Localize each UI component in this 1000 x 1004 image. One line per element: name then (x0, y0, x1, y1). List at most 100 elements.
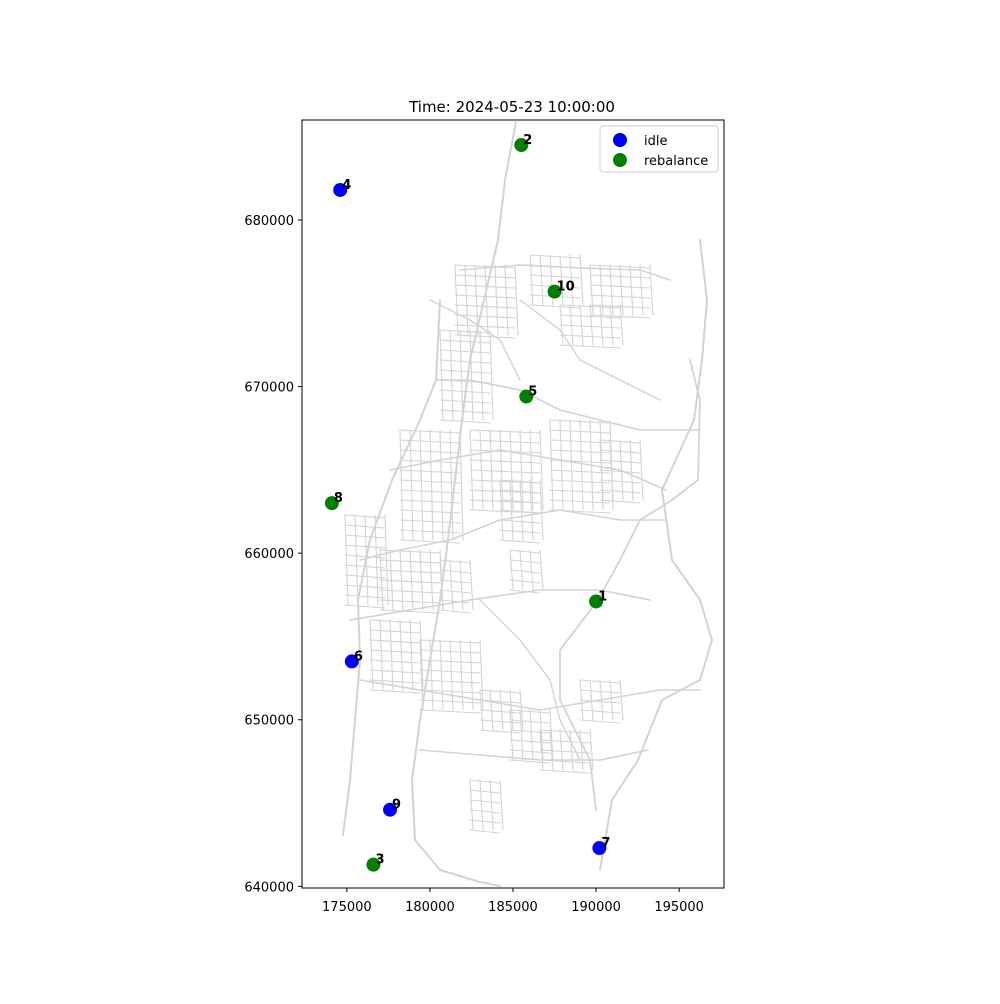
road (439, 609, 471, 614)
vehicle-point-idle-9 (383, 802, 398, 817)
road (344, 554, 386, 559)
road (469, 559, 474, 611)
road (509, 579, 541, 584)
legend-label-idle: idle (644, 134, 667, 149)
road (619, 304, 624, 346)
road (439, 559, 444, 611)
road (589, 284, 651, 289)
road (435, 379, 701, 431)
road (409, 429, 414, 541)
road (509, 759, 551, 764)
road (344, 594, 386, 599)
road (499, 479, 504, 541)
road (589, 304, 594, 346)
vehicle-point-idle-6 (344, 654, 359, 669)
x-tick-label: 180000 (405, 900, 455, 915)
road (439, 589, 471, 594)
road (439, 559, 471, 564)
road (369, 619, 421, 624)
road (509, 479, 514, 541)
road (499, 489, 541, 494)
road (469, 469, 541, 474)
road (499, 499, 541, 504)
road (549, 709, 554, 761)
road (379, 599, 441, 604)
road (464, 264, 469, 336)
road (559, 729, 564, 771)
y-tick-label: 670000 (244, 381, 294, 396)
road (499, 689, 504, 731)
road (509, 729, 551, 734)
road (369, 679, 421, 684)
road (399, 549, 404, 611)
vehicle-id-label: 8 (334, 491, 343, 506)
road (429, 429, 434, 541)
road (454, 294, 516, 299)
road (342, 299, 441, 836)
road (344, 514, 349, 606)
x-tick-label: 185000 (488, 900, 538, 915)
road (549, 509, 611, 514)
road (529, 479, 534, 541)
x-tick-label: 175000 (322, 900, 372, 915)
road (469, 459, 541, 464)
road (489, 329, 494, 421)
road (489, 429, 494, 511)
legend: idle rebalance (599, 125, 719, 173)
road (599, 304, 604, 346)
road (399, 429, 404, 541)
road (619, 679, 624, 721)
road (479, 779, 484, 831)
road (579, 699, 621, 704)
road (399, 479, 461, 484)
road (609, 679, 614, 721)
road (419, 709, 481, 714)
road (469, 429, 474, 511)
road (479, 699, 521, 704)
road (419, 699, 481, 704)
road (589, 274, 651, 279)
vehicle-id-label: 2 (523, 133, 532, 148)
road (499, 429, 504, 511)
road (399, 449, 461, 454)
road (369, 689, 421, 694)
road (454, 264, 459, 336)
x-axis: 175000 180000 185000 190000 195000 (322, 888, 704, 915)
legend-label-rebalance: rebalance (644, 154, 708, 169)
road (494, 264, 499, 336)
road (419, 679, 481, 684)
road (469, 819, 501, 824)
vehicle-id-label: 6 (354, 649, 363, 664)
road (454, 304, 516, 309)
vehicle-point-rebalance-3 (366, 857, 381, 872)
road (369, 659, 421, 664)
road (569, 419, 574, 511)
road (579, 719, 621, 724)
road (549, 469, 611, 474)
road (379, 579, 441, 584)
road (369, 639, 421, 644)
road (419, 549, 424, 611)
road (559, 359, 701, 811)
road (479, 729, 521, 734)
road (399, 499, 461, 504)
road (439, 639, 444, 711)
road (419, 619, 424, 691)
road (479, 599, 581, 761)
road (529, 264, 581, 269)
road (509, 709, 514, 761)
road (419, 639, 424, 711)
road (569, 729, 574, 771)
road (429, 299, 521, 381)
road (449, 559, 454, 611)
vehicle-point-rebalance-2 (514, 137, 529, 152)
road (509, 739, 551, 744)
vehicle-point-rebalance-10 (547, 284, 562, 299)
road (439, 339, 491, 344)
road (479, 709, 521, 714)
road (609, 439, 614, 501)
road (454, 334, 516, 339)
legend-box (599, 125, 719, 173)
road (589, 679, 594, 721)
